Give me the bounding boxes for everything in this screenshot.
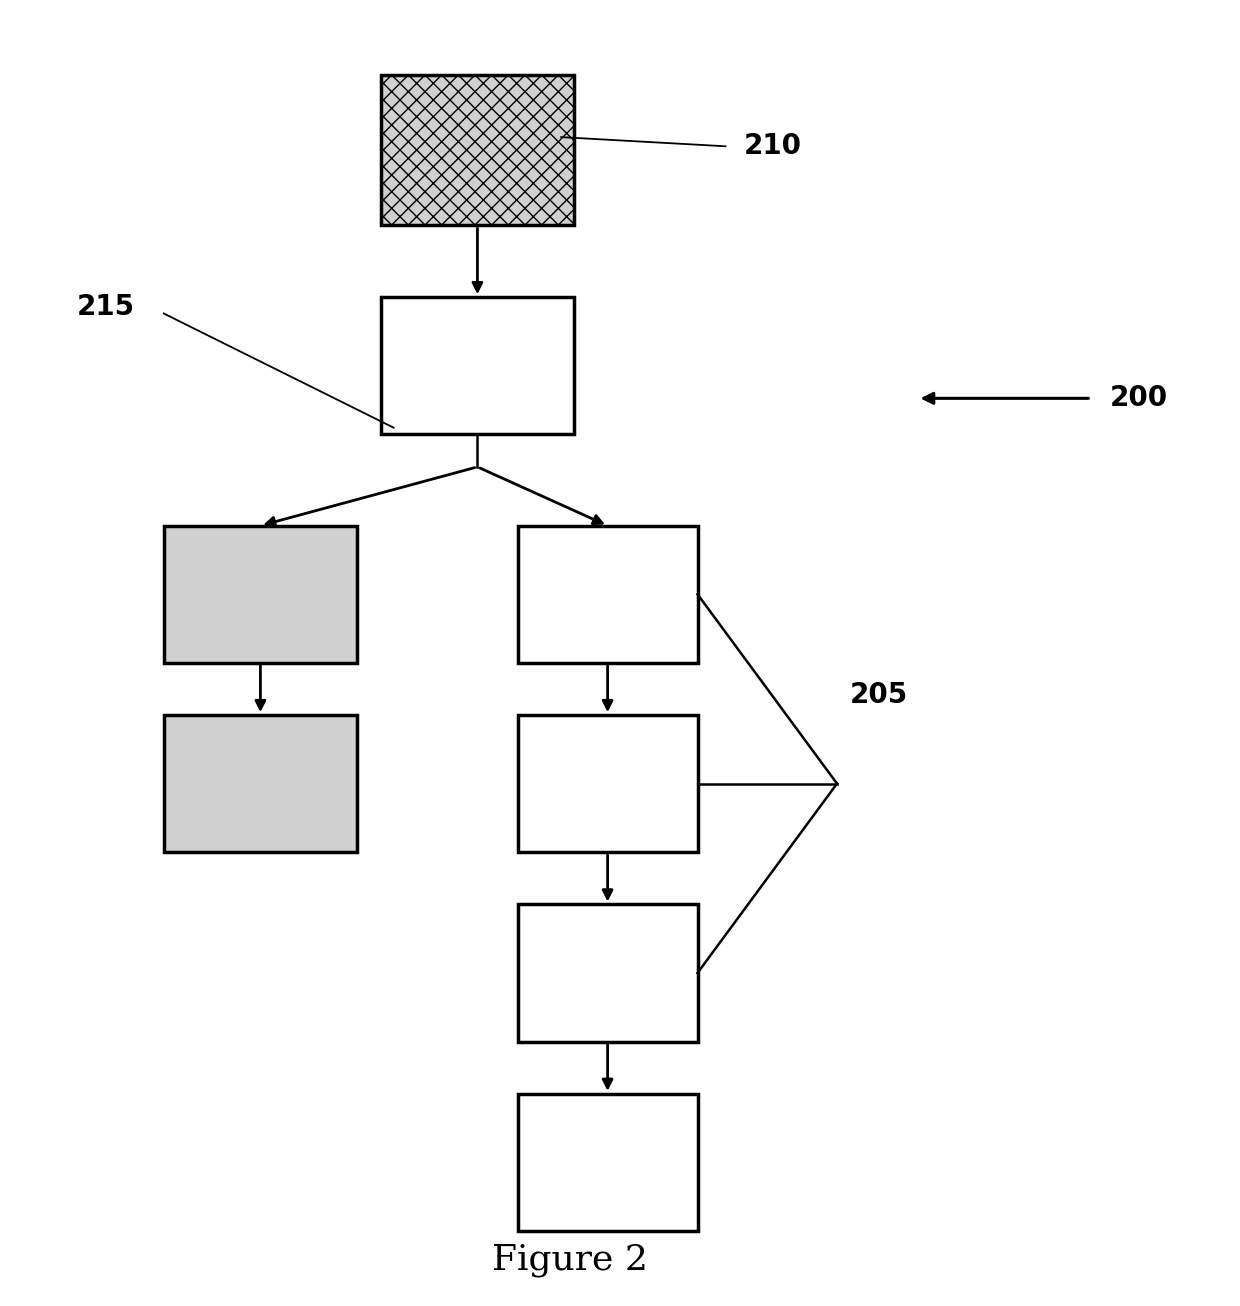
Bar (164, 714, 357, 852)
Bar (517, 714, 697, 852)
Bar (382, 296, 573, 434)
Bar (164, 525, 357, 662)
Bar (517, 1093, 697, 1230)
Text: Figure 2: Figure 2 (492, 1243, 649, 1277)
Bar (382, 74, 573, 225)
Text: 210: 210 (744, 132, 802, 161)
Text: 205: 205 (849, 680, 908, 709)
Text: 200: 200 (1110, 384, 1168, 413)
Bar (517, 525, 697, 662)
Bar (517, 904, 697, 1042)
Text: 215: 215 (77, 293, 135, 321)
